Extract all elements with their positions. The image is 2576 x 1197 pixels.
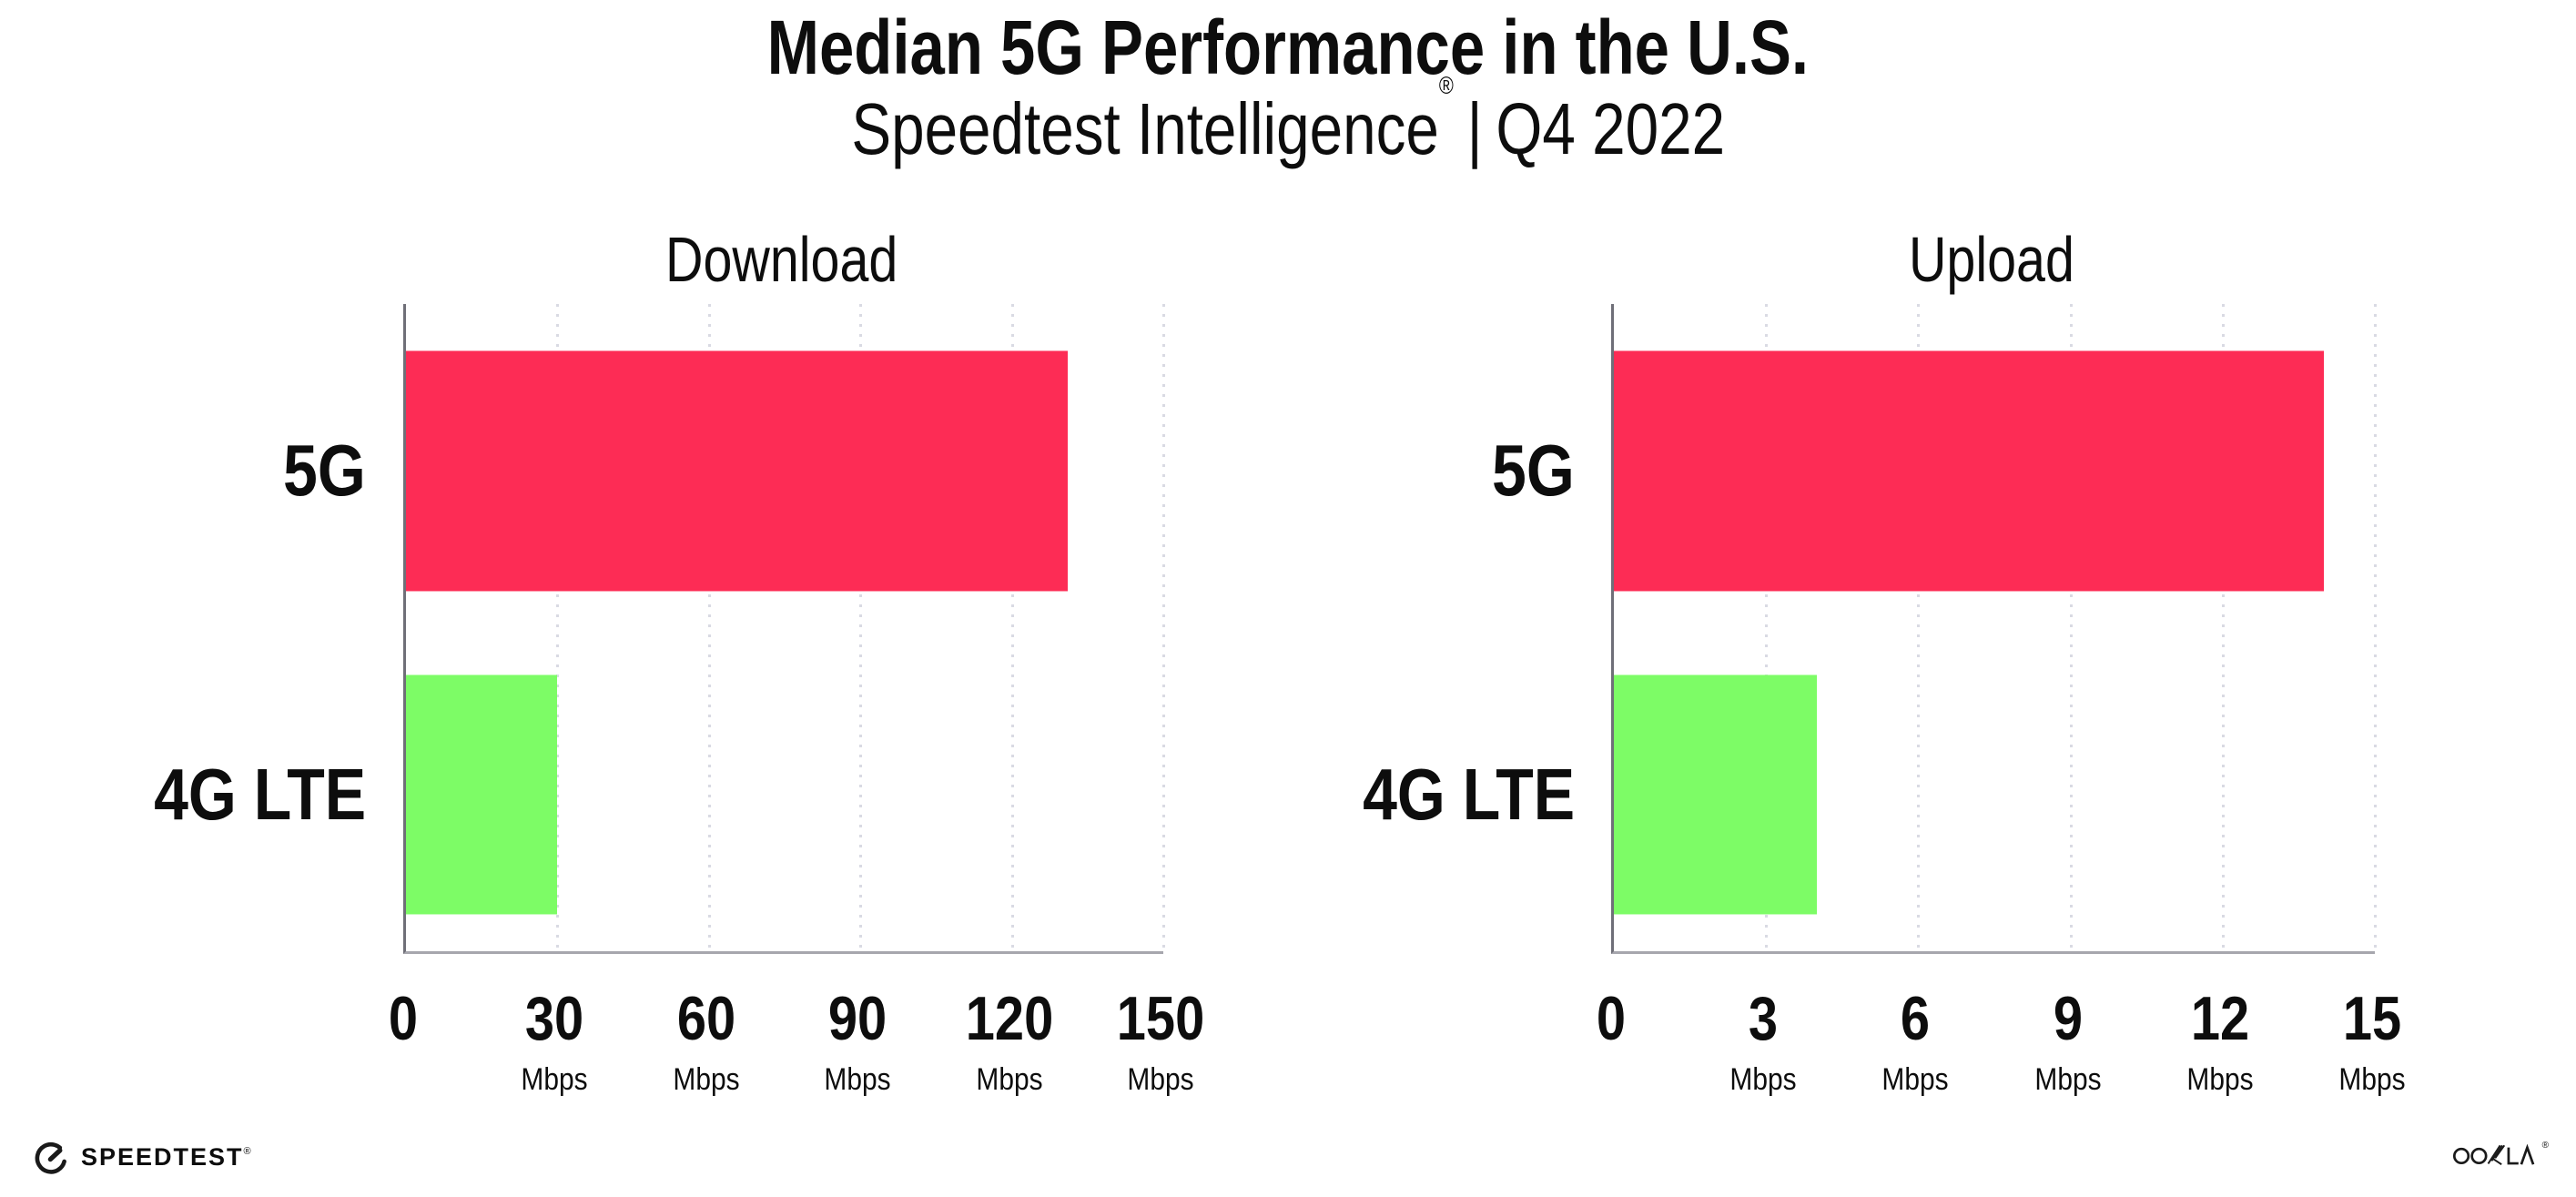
x-axis-tick-labels-upload: 0 3 Mbps 6 Mbps 9 Mbps 12 Mbps 15 Mbps xyxy=(1597,988,2406,1115)
chart-title-upload: Upload xyxy=(1909,224,2074,295)
x-tick-120: 120 Mbps xyxy=(958,988,1060,1095)
plot-area-upload xyxy=(1611,304,2377,954)
x-tick-unit: Mbps xyxy=(824,1062,891,1097)
bar-4g-lte xyxy=(1614,675,1817,915)
ookla-logo: ® xyxy=(2452,1141,2549,1165)
gridline-30 xyxy=(556,304,560,951)
x-tick-value: 30 xyxy=(525,984,584,1053)
x-axis-tick-labels-download: 0 30 Mbps 60 Mbps 90 Mbps 120 Mbps 150 Mbps xyxy=(389,988,1204,1115)
x-tick-12: 12 Mbps xyxy=(2182,988,2257,1095)
x-tick-6: 6 Mbps xyxy=(1878,988,1953,1095)
bar-5g xyxy=(406,350,1068,591)
x-tick-15: 15 Mbps xyxy=(2334,988,2409,1095)
ookla-registered-mark: ® xyxy=(2541,1141,2549,1151)
x-tick-unit: Mbps xyxy=(2338,1062,2406,1097)
x-tick-9: 9 Mbps xyxy=(2030,988,2105,1095)
category-label-5g: 5G xyxy=(283,430,366,512)
x-tick-3: 3 Mbps xyxy=(1726,988,1801,1095)
x-tick-unit: Mbps xyxy=(976,1062,1043,1097)
gridline-6 xyxy=(1917,304,1921,951)
x-tick-value: 60 xyxy=(676,984,735,1053)
x-tick-value: 150 xyxy=(1116,984,1205,1053)
gridline-12 xyxy=(2221,304,2225,951)
x-tick-value: 12 xyxy=(2190,984,2249,1053)
x-tick-value: 6 xyxy=(1901,984,1931,1053)
bar-4g-lte xyxy=(406,675,558,915)
ookla-wordmark-icon xyxy=(2452,1143,2534,1165)
x-tick-30: 30 Mbps xyxy=(517,988,593,1095)
bar-5g xyxy=(1614,350,2325,591)
x-tick-value: 3 xyxy=(1749,984,1779,1053)
gridline-15 xyxy=(2374,304,2377,951)
x-tick-value: 0 xyxy=(388,984,419,1053)
x-tick-unit: Mbps xyxy=(2186,1062,2254,1097)
category-label-5g: 5G xyxy=(1492,430,1575,512)
registered-mark: ® xyxy=(1438,72,1454,100)
gridline-90 xyxy=(859,304,863,951)
x-tick-unit: Mbps xyxy=(1729,1062,1797,1097)
category-label-4g-lte: 4G LTE xyxy=(154,753,366,835)
x-tick-unit: Mbps xyxy=(673,1062,740,1097)
x-tick-0: 0 xyxy=(1594,988,1628,1050)
category-axis-labels-download: 5G 4G LTE xyxy=(0,304,366,951)
x-tick-60: 60 Mbps xyxy=(668,988,744,1095)
x-tick-unit: Mbps xyxy=(1127,1062,1194,1097)
x-tick-0: 0 xyxy=(386,988,421,1050)
x-tick-value: 90 xyxy=(828,984,887,1053)
subtitle-brand: Speedtest Intelligence xyxy=(851,88,1439,169)
page-subtitle: Speedtest Intelligence® | Q4 2022 xyxy=(0,74,2576,166)
gridline-9 xyxy=(2069,304,2073,951)
speedtest-registered-mark: ® xyxy=(243,1145,253,1157)
x-tick-value: 15 xyxy=(2342,984,2402,1053)
speedtest-gauge-icon xyxy=(35,1141,67,1174)
gridline-60 xyxy=(707,304,711,951)
page-title-text: Median 5G Performance in the U.S. xyxy=(766,5,1810,90)
x-tick-unit: Mbps xyxy=(2034,1062,2102,1097)
category-label-4g-lte: 4G LTE xyxy=(1363,753,1575,835)
chart-title-download: Download xyxy=(665,224,898,295)
speedtest-wordmark: SPEEDTEST® xyxy=(81,1142,253,1171)
category-axis-labels-upload: 5G 4G LTE xyxy=(1209,304,1575,951)
gridline-3 xyxy=(1765,304,1769,951)
x-tick-unit: Mbps xyxy=(521,1062,588,1097)
x-tick-value: 0 xyxy=(1596,984,1627,1053)
x-tick-unit: Mbps xyxy=(1881,1062,1949,1097)
page-title: Median 5G Performance in the U.S. xyxy=(0,9,2576,86)
x-tick-90: 90 Mbps xyxy=(820,988,896,1095)
x-tick-value: 9 xyxy=(2053,984,2083,1053)
subtitle-separator: | xyxy=(1466,88,1483,169)
x-tick-value: 120 xyxy=(965,984,1053,1053)
speedtest-logo: SPEEDTEST® xyxy=(32,1138,253,1176)
subtitle-period: Q4 2022 xyxy=(1496,88,1725,169)
plot-area-download xyxy=(403,304,1165,954)
x-tick-150: 150 Mbps xyxy=(1109,988,1212,1095)
gridline-150 xyxy=(1162,304,1165,951)
gridline-120 xyxy=(1010,304,1014,951)
